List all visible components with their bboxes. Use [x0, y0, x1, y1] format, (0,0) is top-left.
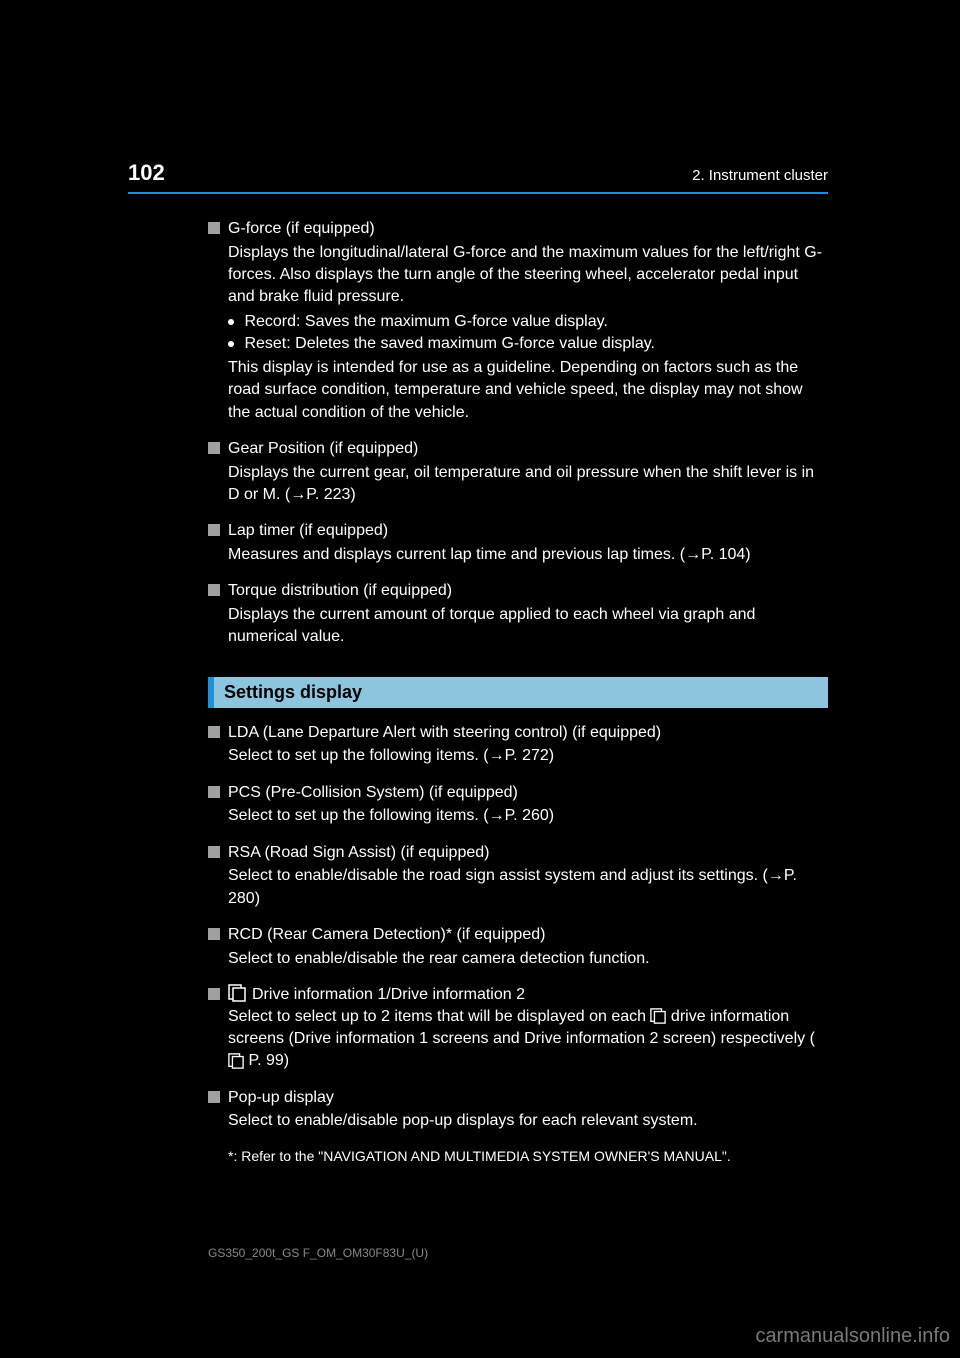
settings-display-header: Settings display [208, 677, 828, 708]
item-title: Torque distribution (if equipped) [228, 580, 452, 602]
item-body: Displays the current gear, oil temperatu… [228, 462, 828, 507]
settings-item: RCD (Rear Camera Detection)* (if equippe… [208, 924, 828, 970]
item-title: G-force (if equipped) [228, 218, 375, 240]
dot-bullet-icon [228, 341, 234, 347]
manual-page: 102 2. Instrument cluster G-force (if eq… [128, 160, 828, 1260]
square-bullet-icon [208, 1091, 220, 1103]
item-title: PCS (Pre-Collision System) (if equipped) [228, 782, 518, 804]
sub-item: Record: Saves the maximum G-force value … [228, 313, 828, 331]
item-title: RSA (Road Sign Assist) (if equipped) [228, 842, 489, 864]
item-body: Select to set up the following items. (→… [228, 805, 828, 827]
item-footer: This display is intended for use as a gu… [228, 357, 828, 424]
item-body: Displays the longitudinal/lateral G-forc… [228, 242, 828, 309]
item-title: Pop-up display [228, 1087, 334, 1109]
page-number: 102 [128, 160, 165, 186]
item-title: RCD (Rear Camera Detection)* (if equippe… [228, 924, 545, 946]
square-bullet-icon [208, 442, 220, 454]
body-part: Select to select up to 2 items that will… [228, 1008, 650, 1025]
drive-info-item: Gear Position (if equipped) Displays the… [208, 438, 828, 506]
square-bullet-icon [208, 726, 220, 738]
item-body: Measures and displays current lap time a… [228, 544, 828, 566]
item-title: LDA (Lane Departure Alert with steering … [228, 722, 661, 744]
screen-icon [650, 1008, 666, 1024]
item-body: Select to enable/disable pop-up displays… [228, 1110, 828, 1132]
screen-icon [228, 1053, 244, 1069]
watermark: carmanualsonline.info [755, 1325, 950, 1348]
sub-item-text: Reset: Deletes the saved maximum G-force… [244, 335, 655, 352]
settings-item: Pop-up display Select to enable/disable … [208, 1087, 828, 1133]
page-content: G-force (if equipped) Displays the longi… [128, 218, 828, 1166]
settings-item: RSA (Road Sign Assist) (if equipped) Sel… [208, 842, 828, 910]
square-bullet-icon [208, 786, 220, 798]
square-bullet-icon [208, 584, 220, 596]
square-bullet-icon [208, 524, 220, 536]
settings-item: LDA (Lane Departure Alert with steering … [208, 722, 828, 768]
square-bullet-icon [208, 928, 220, 940]
dot-bullet-icon [228, 319, 234, 325]
item-body: Displays the current amount of torque ap… [228, 604, 828, 649]
item-body: Select to enable/disable the road sign a… [228, 865, 828, 910]
settings-item: PCS (Pre-Collision System) (if equipped)… [208, 782, 828, 828]
square-bullet-icon [208, 988, 220, 1000]
footnote: *: Refer to the "NAVIGATION AND MULTIMED… [228, 1147, 828, 1167]
item-body: Select to set up the following items. (→… [228, 745, 828, 767]
square-bullet-icon [208, 846, 220, 858]
body-part: P. 99) [248, 1052, 289, 1069]
item-body: Select to enable/disable the rear camera… [228, 948, 828, 970]
page-header: 102 2. Instrument cluster [128, 160, 828, 186]
item-title: Lap timer (if equipped) [228, 520, 388, 542]
drive-info-item: Torque distribution (if equipped) Displa… [208, 580, 828, 648]
breadcrumb: 2. Instrument cluster [692, 167, 828, 184]
item-body: Select to select up to 2 items that will… [228, 1006, 828, 1073]
screen-icon [228, 984, 246, 1002]
header-divider [128, 192, 828, 194]
item-title: Gear Position (if equipped) [228, 438, 418, 460]
square-bullet-icon [208, 222, 220, 234]
item-title: Drive information 1/Drive information 2 [252, 984, 525, 1006]
print-code: GS350_200t_GS F_OM_OM30F83U_(U) [208, 1246, 828, 1260]
drive-info-item: G-force (if equipped) Displays the longi… [208, 218, 828, 424]
drive-info-item: Lap timer (if equipped) Measures and dis… [208, 520, 828, 566]
sub-item: Reset: Deletes the saved maximum G-force… [228, 335, 828, 353]
settings-item: Drive information 1/Drive information 2 … [208, 984, 828, 1073]
sub-item-text: Record: Saves the maximum G-force value … [244, 313, 607, 330]
